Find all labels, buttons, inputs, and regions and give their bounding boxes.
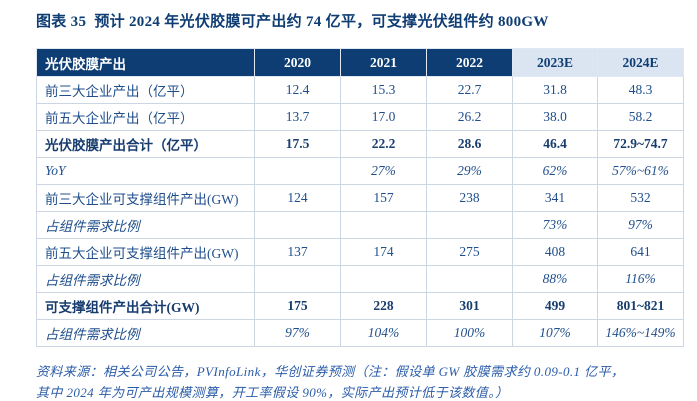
cell-value: 641 (597, 238, 684, 266)
header-cell-category: 光伏胶膜产出 (36, 48, 255, 77)
cell-value: 72.9~74.7 (597, 130, 684, 158)
header-cell-2023e: 2023E (512, 48, 598, 77)
cell-value: 27% (340, 157, 427, 185)
source-note-line2: 其中 2024 年为可产出规模测算，开工率假设 90%，实际产出预计低于该数值。… (36, 385, 509, 400)
cell-value: 22.2 (340, 130, 427, 158)
row-label: 可支撑组件产出合计(GW) (36, 292, 255, 320)
cell-value: 137 (254, 238, 341, 266)
cell-value (254, 157, 341, 185)
cell-value: 38.0 (512, 103, 598, 131)
cell-value (340, 211, 427, 239)
cell-value: 104% (340, 319, 427, 347)
row-label: 占组件需求比例 (36, 265, 255, 293)
cell-value: 146%~149% (597, 319, 684, 347)
cell-value: 31.8 (512, 76, 598, 104)
cell-value: 46.4 (512, 130, 598, 158)
table-row: 前三大企业产出（亿平） 12.4 15.3 22.7 31.8 48.3 (36, 76, 684, 104)
cell-value: 532 (597, 184, 684, 212)
cell-value: 15.3 (340, 76, 427, 104)
cell-value: 26.2 (426, 103, 513, 131)
cell-value: 116% (597, 265, 684, 293)
cell-value (340, 265, 427, 293)
header-cell-2022: 2022 (426, 48, 513, 77)
cell-value: 22.7 (426, 76, 513, 104)
cell-value: 57%~61% (597, 157, 684, 185)
row-label: 前五大企业产出（亿平） (36, 103, 255, 131)
cell-value: 124 (254, 184, 341, 212)
table-row-ratio: 占组件需求比例 73% 97% (36, 211, 684, 239)
cell-value: 275 (426, 238, 513, 266)
cell-value: 801~821 (597, 292, 684, 320)
figure-title: 图表 35 预计 2024 年光伏胶膜可产出约 74 亿平，可支撑光伏组件约 8… (36, 14, 549, 30)
header-cell-2021: 2021 (340, 48, 427, 77)
cell-value: 48.3 (597, 76, 684, 104)
cell-value: 157 (340, 184, 427, 212)
row-label: 前五大企业可支撑组件产出(GW) (36, 238, 255, 266)
cell-value: 97% (254, 319, 341, 347)
row-label: YoY (36, 157, 255, 185)
header-cell-2020: 2020 (254, 48, 341, 77)
table-row-ratio: 占组件需求比例 88% 116% (36, 265, 684, 293)
table-header-row: 光伏胶膜产出 2020 2021 2022 2023E 2024E (36, 48, 684, 77)
cell-value: 408 (512, 238, 598, 266)
cell-value: 107% (512, 319, 598, 347)
cell-value: 17.0 (340, 103, 427, 131)
cell-value: 174 (340, 238, 427, 266)
table-row-yoy: YoY 27% 29% 62% 57%~61% (36, 157, 684, 185)
cell-value: 73% (512, 211, 598, 239)
cell-value (426, 211, 513, 239)
table-row-total: 可支撑组件产出合计(GW) 175 228 301 499 801~821 (36, 292, 684, 320)
table-row: 前五大企业可支撑组件产出(GW) 137 174 275 408 641 (36, 238, 684, 266)
table-row: 前五大企业产出（亿平） 13.7 17.0 26.2 38.0 58.2 (36, 103, 684, 131)
cell-value: 58.2 (597, 103, 684, 131)
table-row-ratio: 占组件需求比例 97% 104% 100% 107% 146%~149% (36, 319, 684, 347)
cell-value: 97% (597, 211, 684, 239)
cell-value: 499 (512, 292, 598, 320)
cell-value: 341 (512, 184, 598, 212)
row-label: 光伏胶膜产出合计（亿平） (36, 130, 255, 158)
row-label: 占组件需求比例 (36, 211, 255, 239)
row-label: 前三大企业产出（亿平） (36, 76, 255, 104)
cell-value: 28.6 (426, 130, 513, 158)
cell-value: 17.5 (254, 130, 341, 158)
pv-film-output-table: 光伏胶膜产出 2020 2021 2022 2023E 2024E 前三大企业产… (36, 48, 684, 347)
cell-value: 301 (426, 292, 513, 320)
cell-value: 175 (254, 292, 341, 320)
cell-value: 228 (340, 292, 427, 320)
cell-value: 88% (512, 265, 598, 293)
cell-value: 238 (426, 184, 513, 212)
table-row: 前三大企业可支撑组件产出(GW) 124 157 238 341 532 (36, 184, 684, 212)
cell-value (254, 211, 341, 239)
source-note: 资料来源：相关公司公告，PVInfoLink，华创证券预测（注：假设单 GW 胶… (36, 361, 691, 401)
row-label: 占组件需求比例 (36, 319, 255, 347)
cell-value: 12.4 (254, 76, 341, 104)
cell-value: 62% (512, 157, 598, 185)
cell-value: 100% (426, 319, 513, 347)
cell-value: 13.7 (254, 103, 341, 131)
cell-value (254, 265, 341, 293)
source-note-line1: 资料来源：相关公司公告，PVInfoLink，华创证券预测（注：假设单 GW 胶… (36, 364, 625, 379)
header-cell-2024e: 2024E (597, 48, 684, 77)
cell-value: 29% (426, 157, 513, 185)
row-label: 前三大企业可支撑组件产出(GW) (36, 184, 255, 212)
cell-value (426, 265, 513, 293)
table-row-total: 光伏胶膜产出合计（亿平） 17.5 22.2 28.6 46.4 72.9~74… (36, 130, 684, 158)
